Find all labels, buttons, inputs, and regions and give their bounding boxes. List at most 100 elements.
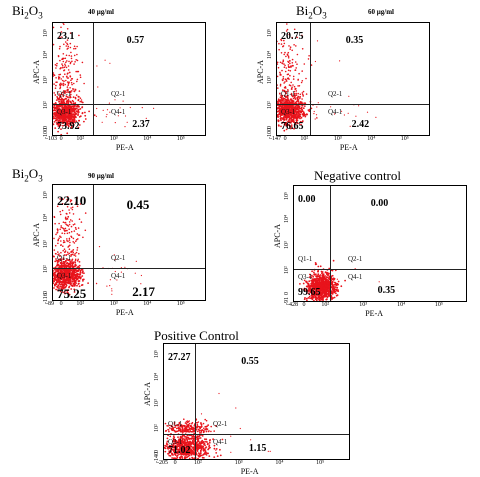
event-dot (61, 63, 63, 65)
event-dot (62, 263, 65, 265)
event-dot (277, 75, 279, 78)
event-dot (60, 236, 62, 238)
event-dot (302, 112, 305, 115)
quadrant-value-q4-1: 0.35 (377, 285, 396, 296)
event-dot (185, 429, 187, 432)
event-dot (317, 265, 320, 268)
event-dot (207, 447, 210, 450)
event-dot (73, 114, 76, 117)
event-dot (250, 439, 252, 441)
event-dot (321, 272, 323, 275)
event-dot (349, 125, 351, 127)
event-dot (53, 123, 55, 126)
event-dot (83, 272, 85, 275)
event-dot (287, 69, 290, 72)
event-dot (73, 279, 76, 282)
event-dot (57, 117, 59, 120)
event-dot (60, 128, 62, 130)
event-dot (208, 439, 211, 442)
event-dot (305, 285, 308, 288)
event-dot (299, 120, 302, 123)
event-dot (294, 96, 296, 98)
event-dot (299, 95, 301, 98)
event-dot (111, 288, 113, 290)
event-dot (308, 295, 311, 298)
event-dot (278, 42, 280, 45)
event-dot (322, 292, 324, 294)
event-dot (318, 288, 320, 291)
event-dot (311, 292, 313, 294)
event-dot (60, 112, 63, 115)
event-dot (284, 112, 287, 115)
event-dot (119, 111, 121, 114)
event-dot (290, 81, 292, 84)
event-dot (187, 453, 190, 456)
event-dot (169, 451, 172, 454)
event-dot (169, 424, 171, 427)
event-dot (66, 262, 68, 265)
event-dot (185, 453, 188, 456)
event-dot (287, 64, 290, 66)
event-dot (301, 34, 303, 37)
event-dot (285, 87, 287, 89)
quadrant-gate-vertical (93, 23, 94, 135)
x-tick-label: 10⁵ (176, 136, 185, 142)
event-dot (192, 430, 194, 433)
event-dot (60, 269, 63, 272)
event-dot (70, 230, 73, 233)
event-dot (76, 272, 79, 275)
event-dot (68, 228, 70, 230)
event-dot (68, 280, 70, 283)
event-dot (77, 111, 80, 114)
event-dot (76, 80, 78, 83)
event-dot (62, 109, 65, 111)
quadrant-gate-vertical (330, 186, 331, 301)
event-dot (188, 427, 191, 430)
event-dot (81, 106, 84, 108)
event-dot (239, 427, 241, 430)
event-dot (323, 287, 326, 290)
event-dot (201, 442, 203, 444)
event-dot (293, 92, 296, 95)
event-dot (280, 43, 283, 45)
event-dot (69, 42, 72, 45)
event-dot (188, 422, 191, 425)
event-dot (70, 207, 72, 209)
event-dot (71, 208, 74, 211)
panel-title: Bi2O3 (12, 166, 43, 184)
event-dot (78, 34, 80, 37)
plot-frame: 0.00 Q1-1 0.00 Q2-1 99.65 Q3-1 0.35 Q4-1 (293, 185, 467, 302)
event-dot (294, 61, 297, 63)
event-dot (284, 81, 286, 83)
event-dot (171, 457, 173, 459)
y-axis-label: APC-A (32, 223, 41, 248)
event-dot (277, 84, 278, 86)
event-dot (166, 440, 169, 443)
event-dot (60, 78, 62, 80)
y-tick-label: 10² (43, 100, 49, 109)
event-dot (58, 253, 60, 255)
x-tick-label: 10⁴ (397, 302, 406, 308)
event-dot (79, 272, 82, 274)
event-dot (69, 270, 72, 272)
event-dot (366, 111, 369, 113)
event-dot (337, 280, 340, 283)
event-dot (335, 292, 337, 295)
event-dot (183, 447, 186, 449)
event-dot (296, 115, 298, 118)
event-dot (60, 82, 62, 85)
event-dot (71, 111, 74, 113)
event-dot (178, 453, 180, 456)
event-dot (287, 109, 290, 112)
event-dot (316, 106, 318, 108)
event-dot (208, 445, 210, 448)
event-dot (321, 289, 324, 291)
event-dot (75, 273, 78, 276)
event-dot (189, 442, 192, 445)
event-dot (172, 435, 175, 438)
quadrant-value-q4-1: 1.15 (248, 443, 267, 454)
event-dot (64, 259, 67, 262)
event-dot (62, 287, 65, 290)
event-dot (67, 65, 70, 67)
event-dot (166, 437, 169, 440)
